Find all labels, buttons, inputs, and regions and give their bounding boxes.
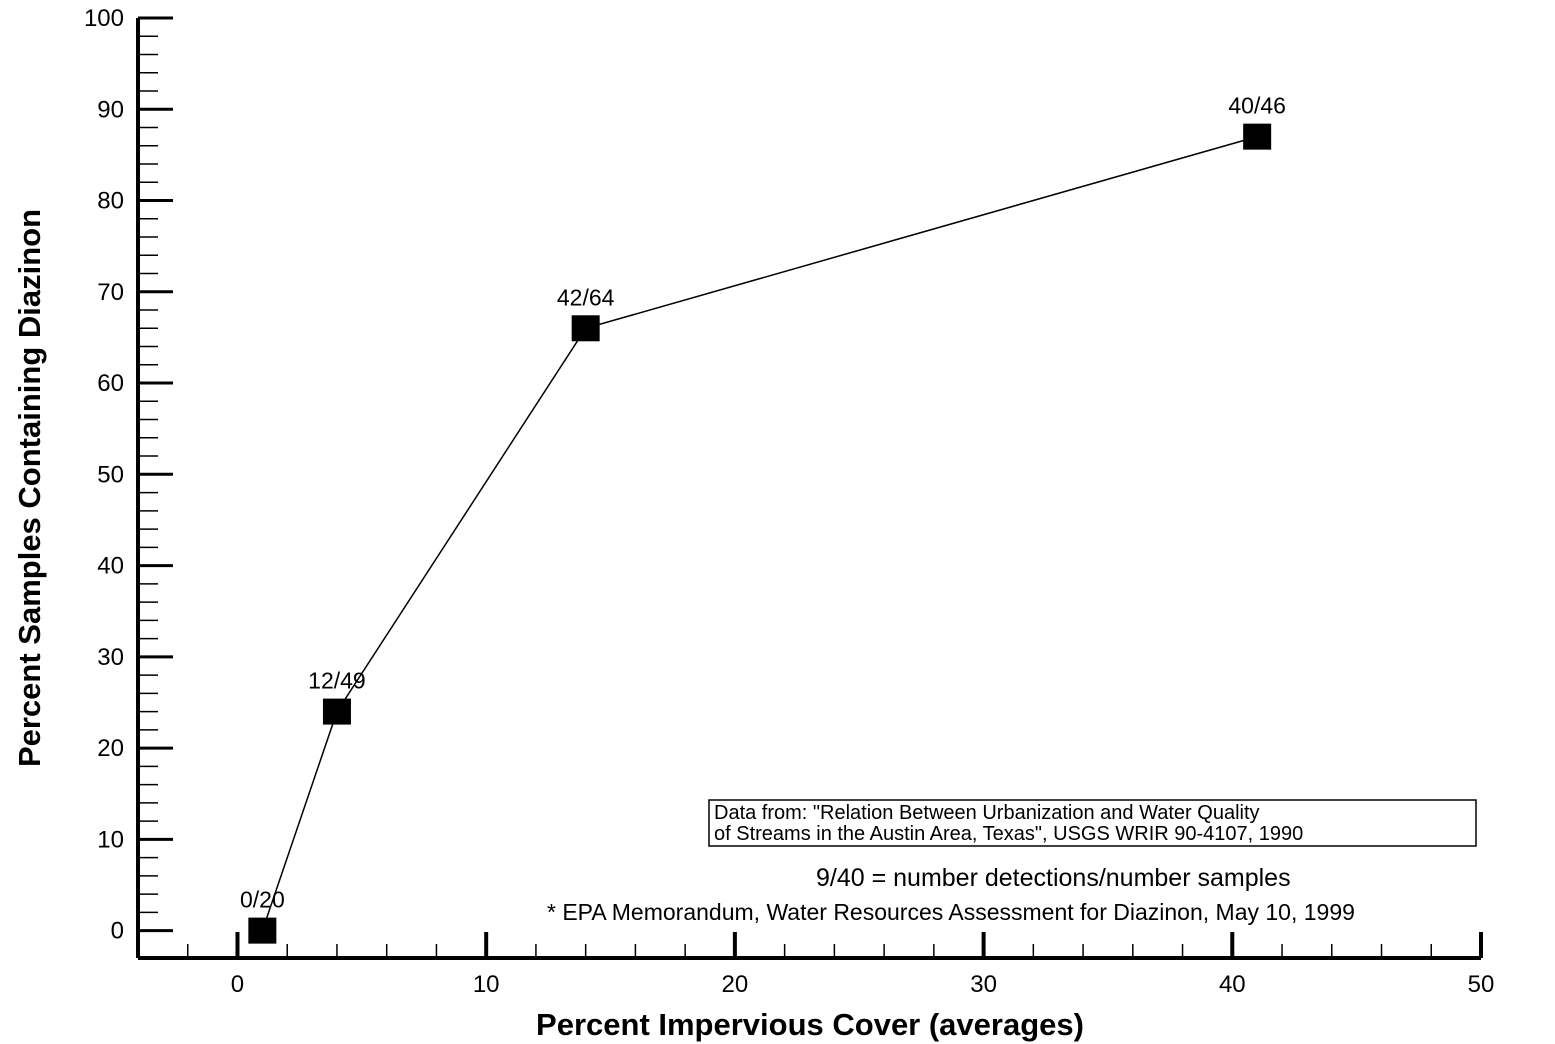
y-tick-label: 90 (97, 96, 124, 123)
y-tick-label: 30 (97, 644, 124, 671)
data-point-label: 42/64 (557, 284, 615, 310)
source-box: Data from: "Relation Between Urbanizatio… (708, 799, 1477, 847)
y-tick-label: 80 (97, 188, 124, 215)
y-axis-title: Percent Samples Containing Diazinon (12, 209, 47, 767)
x-tick-label: 0 (231, 971, 244, 998)
y-tick-label: 10 (97, 826, 124, 853)
y-tick-label: 100 (84, 5, 124, 32)
x-tick-label: 50 (1468, 971, 1495, 998)
source-box-border (708, 799, 1477, 847)
x-axis-ticks: 0 10 20 30 40 50 (186, 932, 1495, 998)
y-axis-ticks: 0 10 20 30 40 50 60 70 80 90 100 (84, 5, 173, 945)
x-tick-label: 20 (722, 971, 749, 998)
data-point-marker (322, 698, 351, 725)
data-point-marker (1243, 123, 1272, 150)
data-point-marker (571, 315, 600, 342)
x-axis-title: Percent Impervious Cover (averages) (536, 1007, 1084, 1042)
source-line-1: Data from: "Relation Between Urbanizatio… (714, 802, 1260, 824)
axes (136, 18, 1481, 960)
legend-note: 9/40 = number detections/number samples (816, 864, 1291, 892)
source-line-2: of Streams in the Austin Area, Texas", U… (714, 823, 1303, 845)
data-point-label: 0/20 (240, 887, 285, 913)
y-tick-label: 50 (97, 461, 124, 488)
x-tick-label: 30 (970, 971, 997, 998)
y-tick-label: 60 (97, 370, 124, 397)
data-point-label: 40/46 (1228, 93, 1286, 119)
x-tick-label: 10 (473, 971, 500, 998)
footnote: * EPA Memorandum, Water Resources Assess… (547, 899, 1355, 925)
y-tick-label: 40 (97, 553, 124, 580)
y-tick-label: 20 (97, 735, 124, 762)
y-tick-label: 70 (97, 279, 124, 306)
series-polyline (261, 135, 1258, 931)
x-tick-label: 40 (1219, 971, 1246, 998)
data-point-marker (248, 917, 277, 944)
data-point-label: 12/49 (308, 668, 366, 694)
y-tick-label: 0 (111, 918, 124, 945)
series-line: 0/20 12/49 42/64 40/46 (240, 93, 1286, 944)
